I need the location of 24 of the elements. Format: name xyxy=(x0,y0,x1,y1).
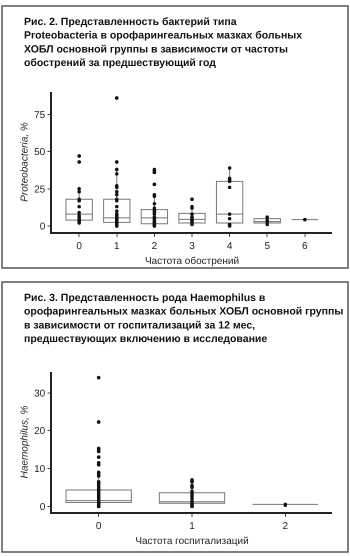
chart-title: Рис. 2. Представленность бактерий типа Proteobacteria в орофарингеальных мазках больных ХОБЛ основной группы в зависимости от частоты обострений за предшествующий год xyxy=(24,16,302,69)
x-tick-label: 0 xyxy=(76,240,82,252)
y-tick-label: 0 xyxy=(40,222,46,233)
y-axis-title: Proteobacteria, % xyxy=(20,122,31,202)
x-axis-title: Частота обострений xyxy=(144,256,240,267)
x-tick-label: 4 xyxy=(226,240,233,252)
x-axis-title: Частота госпитализаций xyxy=(135,536,249,547)
x-tick-label: 2 xyxy=(282,520,289,532)
x-tick-label: 1 xyxy=(189,520,196,532)
y-tick-label: 75 xyxy=(34,110,46,121)
y-tick-label: 30 xyxy=(34,388,46,400)
y-tick-label: 0 xyxy=(40,502,46,513)
x-tick-label: 6 xyxy=(302,240,308,252)
x-tick-label: 5 xyxy=(264,240,270,252)
chart-title: Рис. 3. Представленность рода Haemophilus в орофарингеальных мазках больных ХОБЛ основной группы в зависимости от госпитализаций за 12 мес, предшествующих включению в исследование xyxy=(24,292,344,345)
x-tick-label: 3 xyxy=(189,240,196,252)
y-axis-title: Haemophilus, % xyxy=(20,405,31,478)
y-tick-label: 25 xyxy=(34,184,46,196)
y-tick-label: 50 xyxy=(34,147,46,158)
x-tick-label: 2 xyxy=(152,240,158,252)
x-tick-label: 1 xyxy=(114,240,120,252)
y-tick-label: 20 xyxy=(34,426,46,438)
y-tick-label: 10 xyxy=(34,464,46,475)
x-tick-label: 0 xyxy=(96,520,102,532)
